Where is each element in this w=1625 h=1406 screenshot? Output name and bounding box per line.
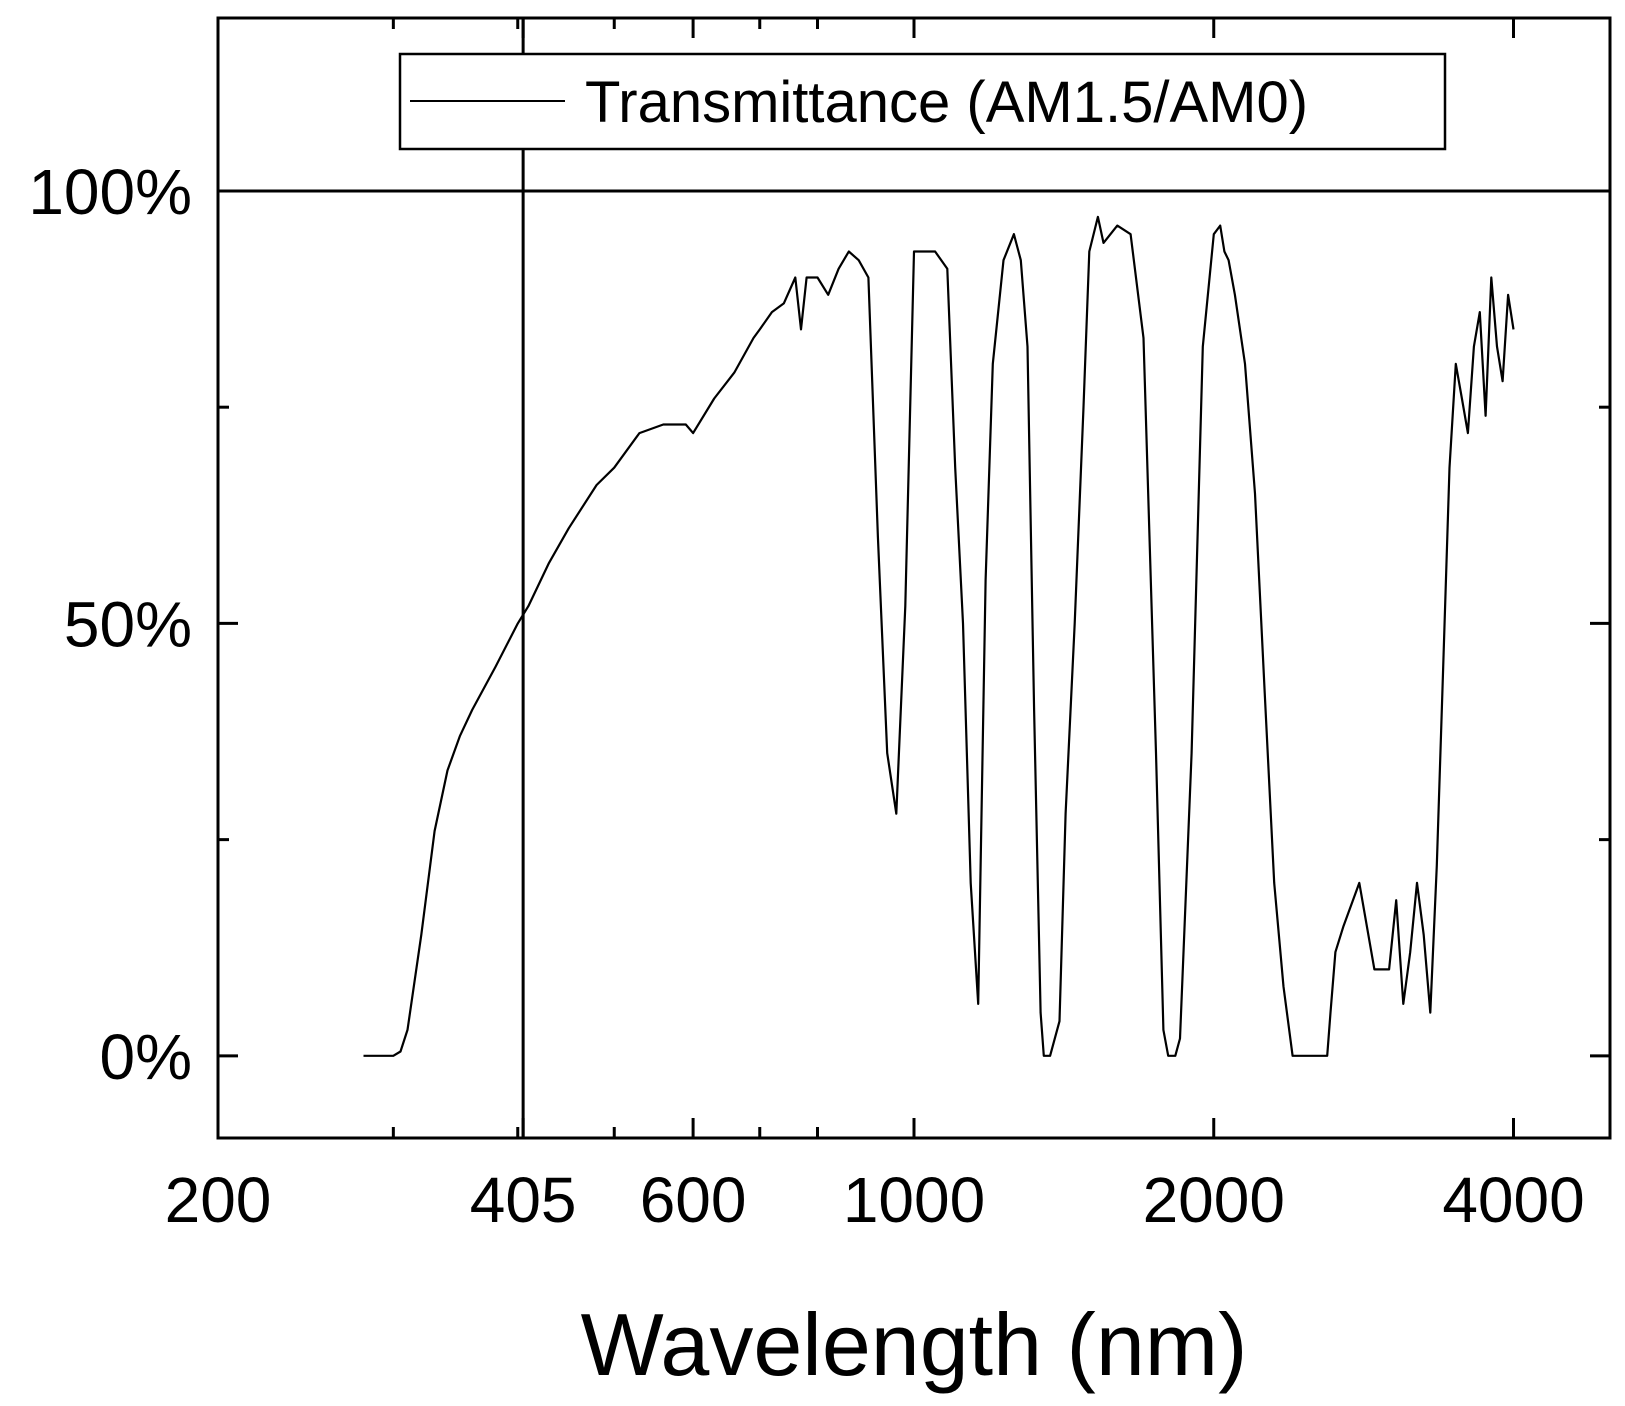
x-tick-label: 200 bbox=[165, 1164, 272, 1236]
y-tick-label: 100% bbox=[28, 156, 192, 228]
axis-ticks bbox=[216, 18, 1610, 1138]
x-tick-label: 405 bbox=[470, 1164, 577, 1236]
y-tick-label: 50% bbox=[64, 588, 192, 660]
legend-box bbox=[398, 52, 1447, 151]
tick-labels: 200 405 600 1000 2000 4000 0% 50% 100% bbox=[28, 156, 1584, 1236]
x-tick-label: 2000 bbox=[1143, 1164, 1285, 1236]
series-line-transmittance bbox=[363, 215, 1515, 1057]
y-tick-label: 0% bbox=[100, 1021, 193, 1093]
reference-lines bbox=[218, 18, 1610, 1138]
x-tick-label: 1000 bbox=[843, 1164, 985, 1236]
x-tick-label: 600 bbox=[640, 1164, 747, 1236]
x-axis-title: Wavelength (nm) bbox=[581, 1295, 1248, 1394]
legend-entry: Transmittance (AM1.5/AM0) bbox=[585, 70, 1308, 135]
legend: Transmittance (AM1.5/AM0) bbox=[398, 52, 1447, 151]
x-tick-label: 4000 bbox=[1442, 1164, 1584, 1236]
series-layer bbox=[363, 215, 1515, 1057]
